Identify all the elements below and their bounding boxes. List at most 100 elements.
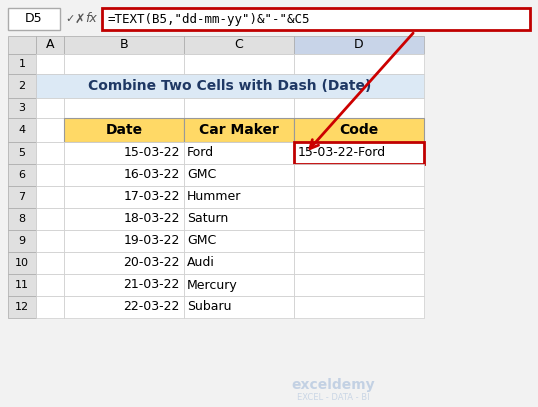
Text: 19-03-22: 19-03-22	[124, 234, 180, 247]
FancyBboxPatch shape	[36, 208, 64, 230]
FancyBboxPatch shape	[184, 54, 294, 74]
Text: 16-03-22: 16-03-22	[124, 168, 180, 182]
FancyBboxPatch shape	[294, 252, 424, 274]
FancyBboxPatch shape	[294, 98, 424, 118]
FancyBboxPatch shape	[184, 296, 294, 318]
Text: =TEXT(B5,"dd-mm-yy")&"-"&C5: =TEXT(B5,"dd-mm-yy")&"-"&C5	[108, 13, 310, 26]
Text: GMC: GMC	[187, 234, 216, 247]
Text: ✗: ✗	[75, 13, 85, 26]
FancyBboxPatch shape	[8, 8, 60, 30]
Text: C: C	[235, 39, 243, 52]
FancyBboxPatch shape	[64, 164, 184, 186]
Text: Audi: Audi	[187, 256, 215, 269]
FancyBboxPatch shape	[294, 208, 424, 230]
Text: 17-03-22: 17-03-22	[124, 190, 180, 204]
FancyBboxPatch shape	[36, 118, 64, 142]
FancyBboxPatch shape	[36, 54, 64, 74]
FancyBboxPatch shape	[184, 164, 294, 186]
FancyBboxPatch shape	[64, 274, 184, 296]
FancyBboxPatch shape	[294, 186, 424, 208]
Text: Mercury: Mercury	[187, 278, 238, 291]
FancyBboxPatch shape	[8, 98, 36, 118]
FancyBboxPatch shape	[36, 74, 424, 98]
FancyBboxPatch shape	[294, 230, 424, 252]
Text: 6: 6	[18, 170, 25, 180]
FancyBboxPatch shape	[294, 54, 424, 74]
Text: Date: Date	[105, 123, 143, 137]
FancyBboxPatch shape	[36, 274, 64, 296]
FancyBboxPatch shape	[294, 164, 424, 186]
Text: 4: 4	[18, 125, 26, 135]
Text: 2: 2	[18, 81, 26, 91]
Text: fx: fx	[85, 13, 97, 26]
FancyBboxPatch shape	[294, 118, 424, 142]
FancyBboxPatch shape	[36, 296, 64, 318]
FancyBboxPatch shape	[184, 186, 294, 208]
Text: Code: Code	[339, 123, 379, 137]
Text: Car Maker: Car Maker	[199, 123, 279, 137]
Text: 21-03-22: 21-03-22	[124, 278, 180, 291]
Text: ✓: ✓	[65, 14, 75, 24]
FancyBboxPatch shape	[184, 36, 294, 54]
FancyBboxPatch shape	[184, 118, 294, 142]
Text: 10: 10	[15, 258, 29, 268]
FancyBboxPatch shape	[184, 274, 294, 296]
FancyBboxPatch shape	[36, 230, 64, 252]
Text: Saturn: Saturn	[187, 212, 228, 225]
FancyBboxPatch shape	[8, 54, 36, 74]
Text: 8: 8	[18, 214, 26, 224]
FancyBboxPatch shape	[294, 142, 424, 164]
Text: exceldemy: exceldemy	[292, 378, 376, 392]
FancyBboxPatch shape	[8, 118, 36, 142]
FancyBboxPatch shape	[8, 230, 36, 252]
Text: D: D	[354, 39, 364, 52]
FancyBboxPatch shape	[36, 164, 64, 186]
Text: D5: D5	[25, 13, 43, 26]
FancyBboxPatch shape	[8, 186, 36, 208]
FancyBboxPatch shape	[64, 296, 184, 318]
Text: Ford: Ford	[187, 147, 214, 160]
FancyBboxPatch shape	[294, 274, 424, 296]
FancyBboxPatch shape	[36, 36, 64, 54]
Text: EXCEL - DATA - BI: EXCEL - DATA - BI	[298, 392, 370, 401]
Text: A: A	[46, 39, 54, 52]
FancyBboxPatch shape	[36, 252, 64, 274]
FancyBboxPatch shape	[184, 230, 294, 252]
Text: 15-03-22-Ford: 15-03-22-Ford	[298, 147, 386, 160]
Text: 18-03-22: 18-03-22	[124, 212, 180, 225]
FancyBboxPatch shape	[184, 208, 294, 230]
FancyBboxPatch shape	[64, 98, 184, 118]
Text: 12: 12	[15, 302, 29, 312]
FancyBboxPatch shape	[64, 54, 184, 74]
Text: 1: 1	[18, 59, 25, 69]
FancyBboxPatch shape	[36, 186, 64, 208]
FancyBboxPatch shape	[8, 164, 36, 186]
FancyBboxPatch shape	[36, 98, 64, 118]
FancyBboxPatch shape	[64, 230, 184, 252]
FancyBboxPatch shape	[184, 252, 294, 274]
FancyBboxPatch shape	[184, 142, 294, 164]
FancyBboxPatch shape	[8, 74, 36, 98]
FancyBboxPatch shape	[294, 36, 424, 54]
Text: 7: 7	[18, 192, 26, 202]
FancyBboxPatch shape	[64, 252, 184, 274]
FancyBboxPatch shape	[36, 142, 64, 164]
Text: Hummer: Hummer	[187, 190, 242, 204]
FancyBboxPatch shape	[64, 186, 184, 208]
FancyBboxPatch shape	[184, 98, 294, 118]
FancyBboxPatch shape	[8, 296, 36, 318]
Text: 20-03-22: 20-03-22	[124, 256, 180, 269]
Text: Combine Two Cells with Dash (Date): Combine Two Cells with Dash (Date)	[88, 79, 372, 93]
Text: 15-03-22: 15-03-22	[124, 147, 180, 160]
FancyBboxPatch shape	[64, 208, 184, 230]
FancyBboxPatch shape	[64, 36, 184, 54]
FancyBboxPatch shape	[8, 36, 36, 54]
Text: B: B	[119, 39, 128, 52]
Text: 9: 9	[18, 236, 26, 246]
Text: 22-03-22: 22-03-22	[124, 300, 180, 313]
Text: 3: 3	[18, 103, 25, 113]
FancyBboxPatch shape	[64, 118, 184, 142]
Text: 11: 11	[15, 280, 29, 290]
FancyBboxPatch shape	[8, 208, 36, 230]
FancyBboxPatch shape	[102, 8, 530, 30]
